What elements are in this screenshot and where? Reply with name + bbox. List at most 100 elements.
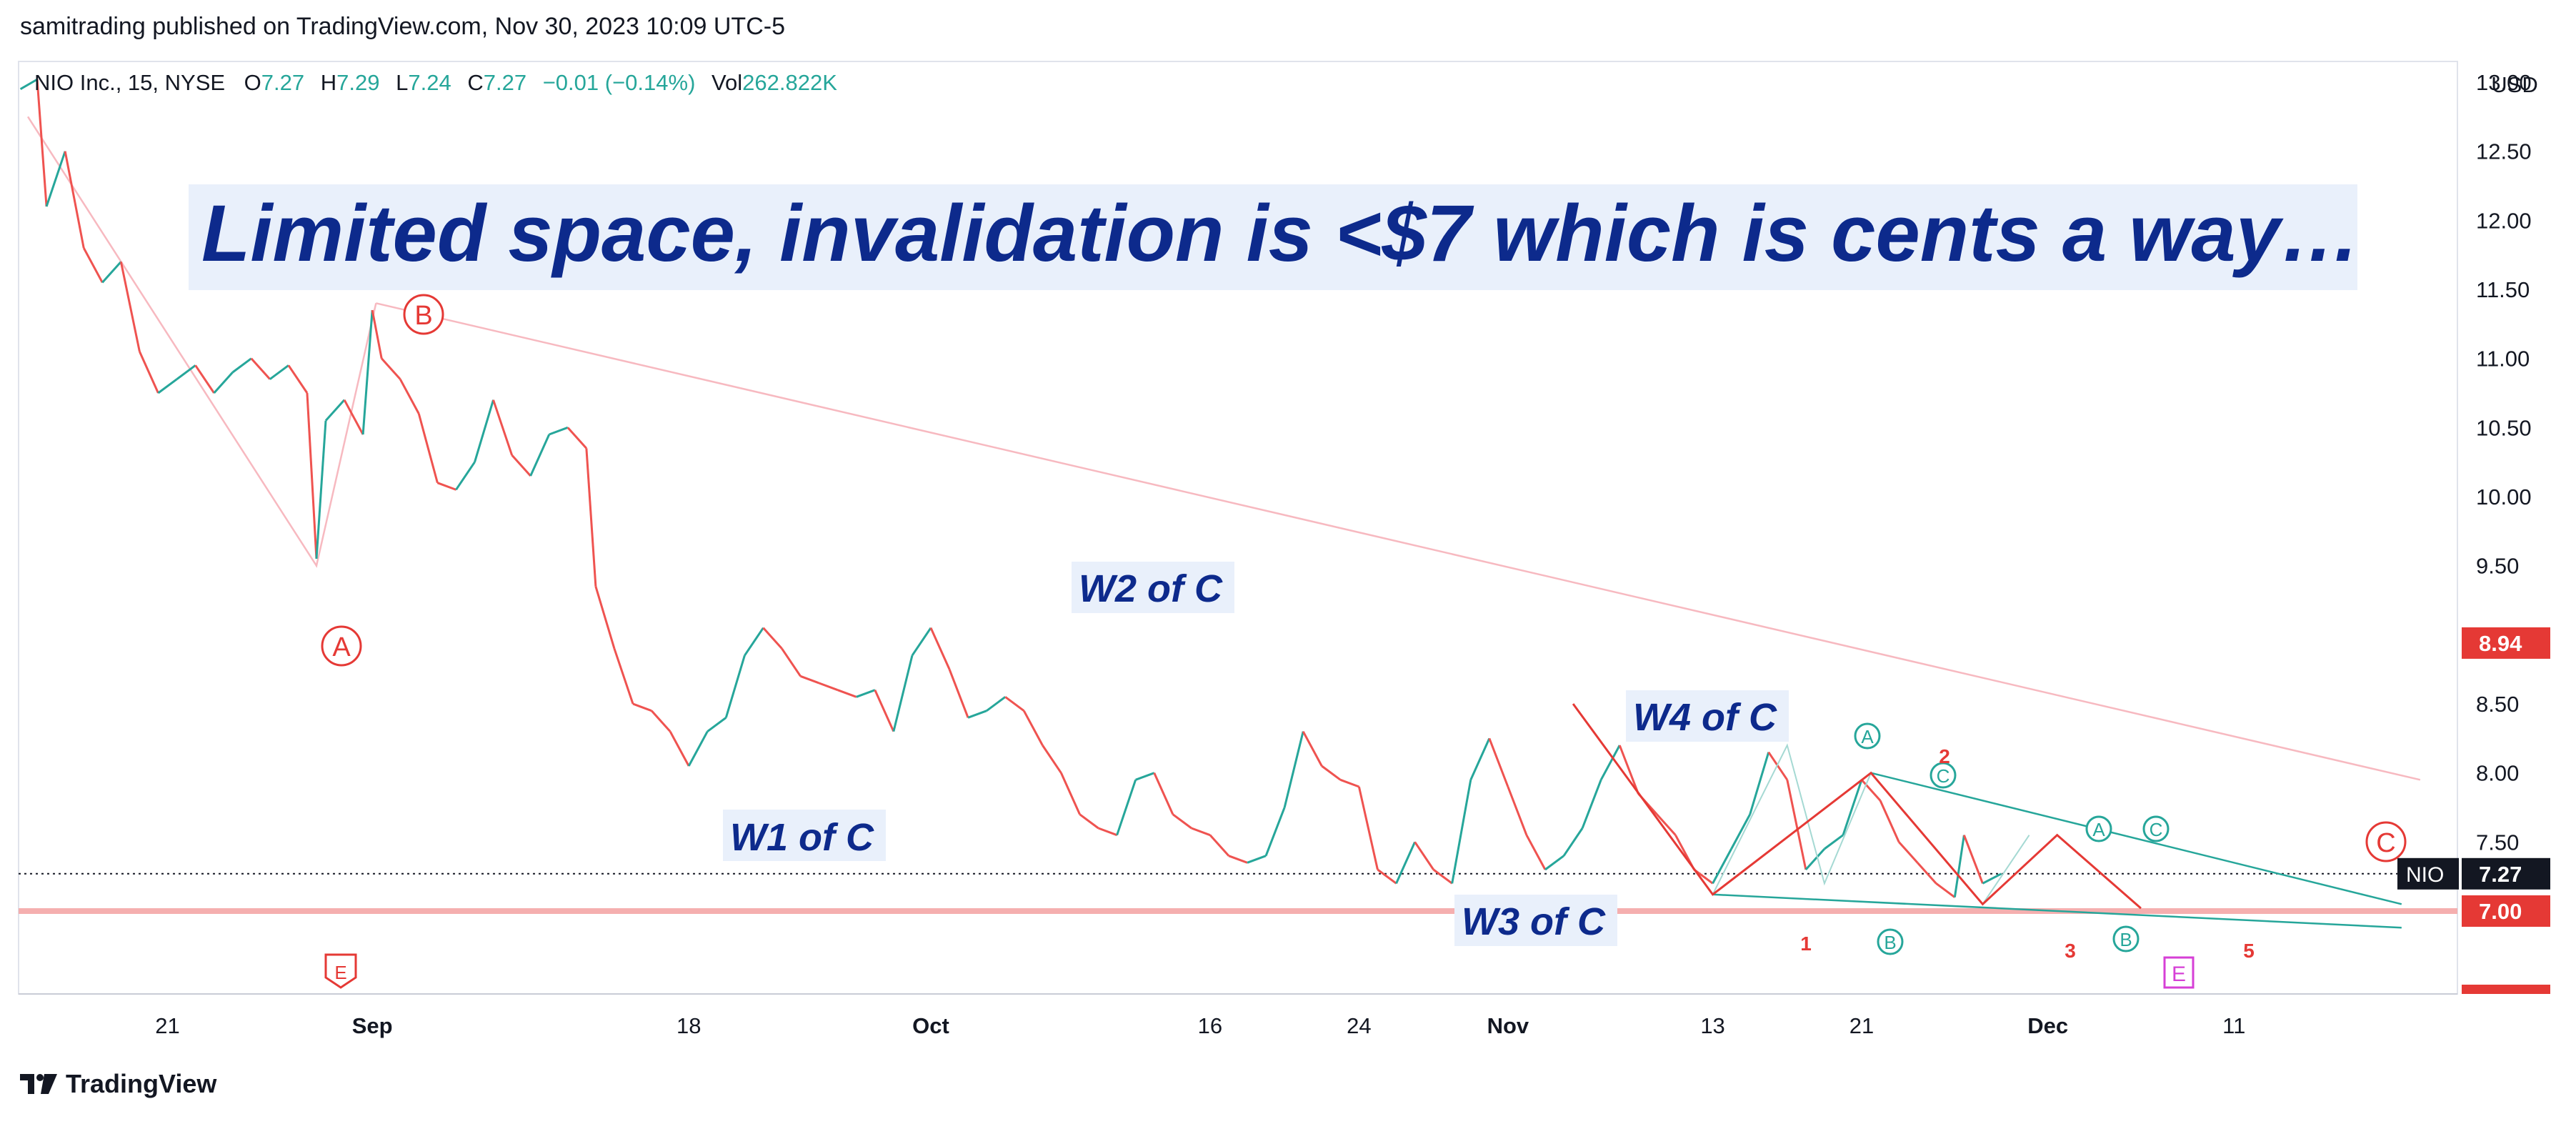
w1-label: W1 of C: [730, 816, 874, 859]
time-tick-label: 16: [1198, 1013, 1222, 1038]
price-tick-label: 11.00: [2476, 347, 2530, 372]
time-tick-label: 11: [2222, 1013, 2245, 1038]
price-segment: [724, 655, 746, 718]
price-tick-label: 13.00: [2476, 70, 2532, 95]
resistance-price-tag: [2462, 627, 2550, 659]
price-segment: [650, 710, 672, 732]
subwave-b2-label: B: [2120, 929, 2132, 950]
price-segment: [1209, 834, 1230, 857]
price-segment: [315, 420, 327, 559]
event-e-box[interactable]: [2163, 956, 2195, 989]
resistance-price-value: 8.94: [2479, 631, 2522, 656]
w4-label-bg: [1626, 690, 1789, 742]
w3-label: W3 of C: [1462, 900, 1606, 943]
price-segment: [529, 434, 551, 477]
price-segment: [492, 399, 514, 456]
price-segment: [1656, 813, 1677, 836]
price-segment: [417, 413, 439, 484]
price-segment: [231, 357, 252, 374]
price-segment: [1451, 780, 1472, 884]
event-e-label: E: [2172, 963, 2186, 986]
price-segment: [929, 627, 951, 670]
price-segment: [1749, 752, 1770, 815]
symbol-name[interactable]: NIO Inc., 15, NYSE: [34, 70, 226, 95]
price-segment: [306, 392, 318, 559]
price-segment: [1377, 868, 1397, 885]
last-price-tag: [2462, 857, 2550, 890]
currency-button[interactable]: USD: [2472, 63, 2557, 107]
price-segment: [1357, 786, 1379, 870]
tradingview-logo[interactable]: TradingView: [20, 1069, 216, 1099]
price-tick-label: 10.50: [2476, 415, 2532, 440]
earnings-e-icon[interactable]: [324, 953, 357, 989]
price-segment: [176, 364, 196, 380]
price-segment: [1488, 737, 1509, 787]
price-segment: [511, 454, 531, 477]
impulse-wave-path: [1572, 703, 2142, 910]
price-segment: [837, 689, 857, 698]
wave-a-label: A: [332, 632, 351, 662]
price-segment: [82, 247, 104, 284]
open-label: O: [244, 70, 261, 95]
impulse-3-label: 3: [2065, 940, 2076, 962]
time-tick-label: Oct: [912, 1013, 949, 1038]
wave-a-circle: [321, 625, 362, 667]
currency-label: USD: [2491, 72, 2538, 97]
price-segment: [1321, 765, 1342, 781]
wave-c-label: C: [2376, 828, 2395, 858]
price-segment: [687, 730, 709, 767]
low-value: 7.24: [408, 70, 451, 95]
price-segment: [157, 378, 178, 394]
price-segment: [1767, 751, 1789, 781]
price-segment: [1191, 827, 1211, 837]
publish-info: samitrading published on TradingView.com…: [20, 13, 785, 40]
price-segment: [1804, 847, 1826, 871]
w4-label: W4 of C: [1633, 696, 1777, 739]
price-segment: [1618, 745, 1639, 795]
time-tick-label: 18: [677, 1013, 701, 1038]
price-segment: [1264, 807, 1286, 857]
subwave-b2-circle: [2112, 925, 2140, 953]
high-value: 7.29: [336, 70, 380, 95]
price-segment: [781, 647, 802, 677]
price-segment: [1953, 835, 1965, 897]
price-segment: [1786, 780, 1807, 870]
price-segment: [269, 364, 289, 380]
price-segment: [613, 648, 634, 705]
price-segment: [566, 427, 587, 449]
price-segment: [911, 627, 932, 657]
price-tick-label: 9.50: [2476, 554, 2519, 579]
price-segment: [892, 655, 914, 732]
subwave-c1-label: C: [1937, 765, 1950, 787]
price-segment: [1982, 872, 2002, 885]
support-band: [19, 908, 2457, 914]
price-segment: [1599, 745, 1621, 781]
price-segment: [549, 426, 569, 436]
price-segment: [856, 689, 876, 698]
price-tick-label: 8.50: [2476, 692, 2519, 717]
time-tick-label: 21: [155, 1013, 179, 1038]
subwave-a1-circle: [1854, 722, 1881, 750]
change-value: −0.01 (−0.14%): [542, 70, 696, 95]
open-value: 7.27: [261, 70, 305, 95]
price-tick-label: 8.00: [2476, 761, 2519, 786]
price-segment: [1525, 834, 1547, 870]
last-price-value: 7.27: [2479, 862, 2522, 887]
price-tick-label: 12.00: [2476, 208, 2532, 233]
symbol-price-tag: [2397, 857, 2459, 890]
subwave-a1-label: A: [1861, 726, 1874, 747]
w2-label-bg: [1072, 562, 1234, 613]
price-segment: [324, 399, 346, 422]
price-segment: [455, 461, 476, 491]
price-segment: [250, 357, 271, 380]
price-segment: [1004, 696, 1025, 712]
price-segment: [1898, 841, 1919, 864]
price-segment: [1098, 827, 1118, 837]
price-tick-label: 10.00: [2476, 484, 2532, 509]
price-segment: [213, 371, 234, 394]
price-tick-label: 12.50: [2476, 139, 2532, 164]
price-segment: [139, 351, 159, 394]
subwave-b1-circle: [1877, 928, 1904, 955]
symbol-legend[interactable]: NIO Inc., 15, NYSE O7.27 H7.29 L7.24 C7.…: [34, 70, 837, 96]
